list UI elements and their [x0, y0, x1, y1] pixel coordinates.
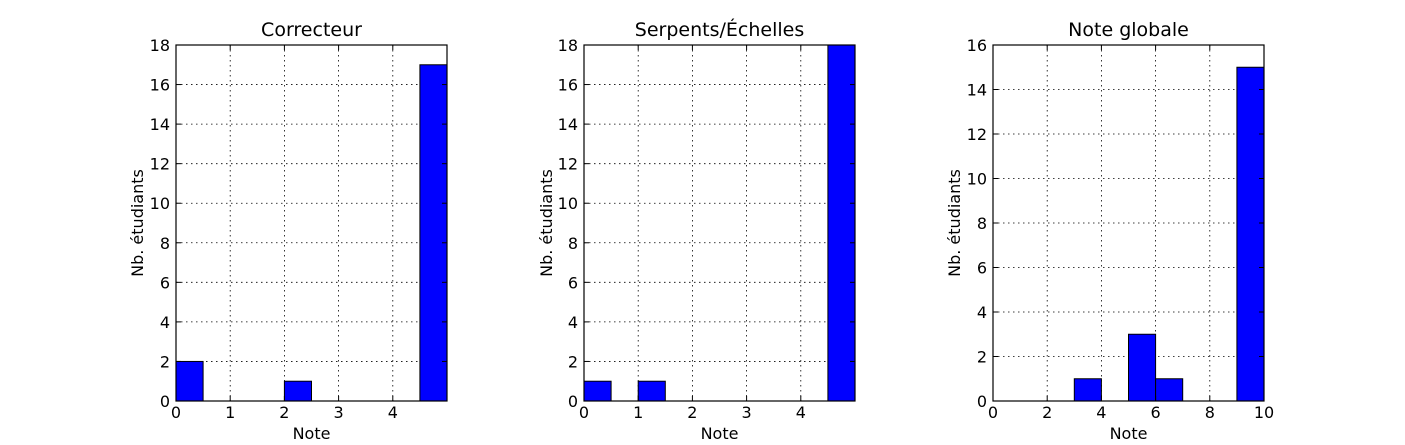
x-tick-label: 8 — [1205, 403, 1215, 422]
histogram-bar — [1155, 378, 1184, 402]
plot-area — [176, 45, 447, 401]
y-axis-label: Nb. étudiants — [128, 169, 147, 277]
histogram-bar — [1073, 378, 1102, 402]
chart-note-globale: Note globale Note Nb. étudiants 0 2 4 6 8 10 0… — [945, 19, 1274, 443]
histogram-bar — [583, 380, 612, 402]
y-tick-label: 12 — [558, 155, 578, 174]
x-tick-label: 0 — [988, 403, 998, 422]
y-tick-label: 14 — [558, 115, 578, 134]
x-tick-label: 3 — [334, 403, 344, 422]
y-tick-label: 6 — [977, 259, 987, 278]
x-axis-label: Note — [1110, 424, 1148, 443]
x-tick-label: 2 — [1042, 403, 1052, 422]
y-axis-label: Nb. étudiants — [537, 169, 556, 277]
y-tick-label: 18 — [558, 36, 578, 55]
y-tick-label: 16 — [967, 36, 987, 55]
y-tick-label: 2 — [160, 352, 170, 371]
histogram-bar — [1236, 66, 1265, 402]
x-tick-label: 1 — [633, 403, 643, 422]
y-tick-label: 8 — [568, 234, 578, 253]
y-tick-label: 12 — [150, 155, 170, 174]
y-tick-label: 0 — [160, 392, 170, 411]
y-tick-label: 10 — [967, 170, 987, 189]
chart-title: Note globale — [1068, 19, 1189, 41]
histogram-bar — [419, 64, 448, 402]
y-tick-label: 6 — [160, 273, 170, 292]
y-tick-label: 2 — [977, 348, 987, 367]
y-tick-label: 12 — [967, 125, 987, 144]
y-tick-label: 4 — [160, 313, 170, 332]
x-tick-label: 4 — [796, 403, 806, 422]
y-tick-label: 10 — [150, 194, 170, 213]
y-tick-label: 18 — [150, 36, 170, 55]
x-tick-label: 4 — [388, 403, 398, 422]
x-tick-label: 0 — [579, 403, 589, 422]
y-tick-label: 4 — [977, 303, 987, 322]
histogram-bar — [1128, 333, 1157, 402]
plot-frame — [175, 44, 448, 402]
y-tick-label: 0 — [977, 392, 987, 411]
y-tick-label: 16 — [150, 76, 170, 95]
x-tick-label: 1 — [225, 403, 235, 422]
x-tick-label: 3 — [742, 403, 752, 422]
y-tick-label: 16 — [558, 76, 578, 95]
chart-title: Serpents/Échelles — [635, 18, 804, 41]
x-axis-label: Note — [701, 424, 739, 443]
y-tick-label: 14 — [150, 115, 170, 134]
histogram-bar — [637, 380, 666, 402]
x-tick-label: 0 — [171, 403, 181, 422]
y-tick-label: 8 — [160, 234, 170, 253]
x-tick-label: 4 — [1096, 403, 1106, 422]
x-axis-label: Note — [293, 424, 331, 443]
y-tick-label: 14 — [967, 81, 987, 100]
y-axis-label: Nb. étudiants — [945, 169, 964, 277]
y-tick-label: 10 — [558, 194, 578, 213]
y-tick-label: 6 — [568, 273, 578, 292]
y-tick-label: 4 — [568, 313, 578, 332]
histogram-bar — [283, 380, 312, 402]
y-tick-label: 8 — [977, 214, 987, 233]
x-tick-label: 10 — [1254, 403, 1274, 422]
histogram-bar — [827, 44, 856, 402]
plot-frame — [583, 44, 856, 402]
histogram-bar — [175, 360, 204, 402]
x-tick-label: 2 — [687, 403, 697, 422]
x-tick-label: 2 — [279, 403, 289, 422]
chart-correcteur: Correcteur Note Nb. étudiants 0 1 2 3 402468… — [128, 19, 448, 443]
plot-area — [584, 45, 855, 401]
y-tick-label: 2 — [568, 352, 578, 371]
y-tick-label: 0 — [568, 392, 578, 411]
chart-title: Correcteur — [261, 19, 362, 41]
x-tick-label: 6 — [1151, 403, 1161, 422]
